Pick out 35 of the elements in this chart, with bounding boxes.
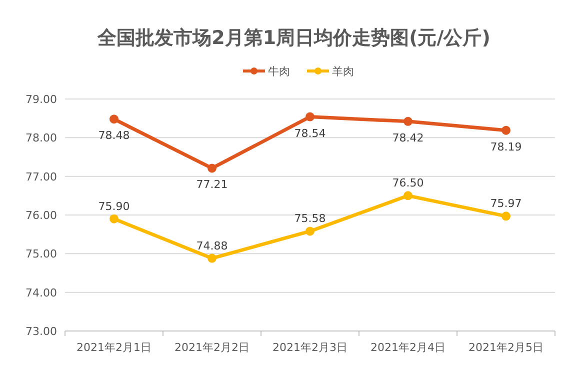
data-label: 78.54: [294, 126, 326, 140]
point: [306, 112, 314, 122]
x-tick-label: 2021年2月4日: [370, 341, 446, 354]
data-label: 75.97: [490, 197, 522, 210]
point: [404, 116, 412, 126]
y-tick-label: 77.00: [26, 170, 57, 184]
y-tick-label: 76.00: [26, 209, 57, 222]
legend-label: 牛肉: [268, 65, 290, 78]
point: [110, 214, 118, 224]
chart-title: 全国批发市场2月第1周日均价走势图(元/公斤): [96, 27, 490, 49]
x-tick-label: 2021年2月2日: [174, 341, 250, 354]
legend-label: 羊肉: [332, 65, 354, 78]
point: [208, 164, 216, 173]
point: [208, 254, 216, 263]
y-tick-label: 74.00: [26, 286, 57, 300]
x-tick-label: 2021年2月1日: [76, 341, 152, 354]
y-tick-label: 75.00: [26, 248, 57, 261]
data-label: 78.19: [490, 140, 522, 154]
y-tick-label: 78.00: [26, 132, 57, 145]
data-label: 77.21: [196, 178, 228, 192]
point: [110, 114, 118, 124]
point: [502, 126, 510, 135]
x-tick-label: 2021年2月3日: [272, 341, 348, 354]
point: [502, 212, 510, 221]
data-label: 78.48: [98, 129, 130, 142]
y-tick-label: 79.00: [26, 93, 57, 106]
data-label: 74.88: [196, 239, 228, 252]
point: [404, 191, 412, 200]
data-label: 75.58: [294, 212, 326, 226]
data-label: 76.50: [392, 176, 424, 190]
y-tick-label: 73.00: [26, 325, 57, 338]
point: [306, 226, 314, 236]
data-label: 78.42: [392, 131, 424, 144]
data-label: 75.90: [98, 200, 130, 213]
x-tick-label: 2021年2月5日: [468, 341, 544, 354]
